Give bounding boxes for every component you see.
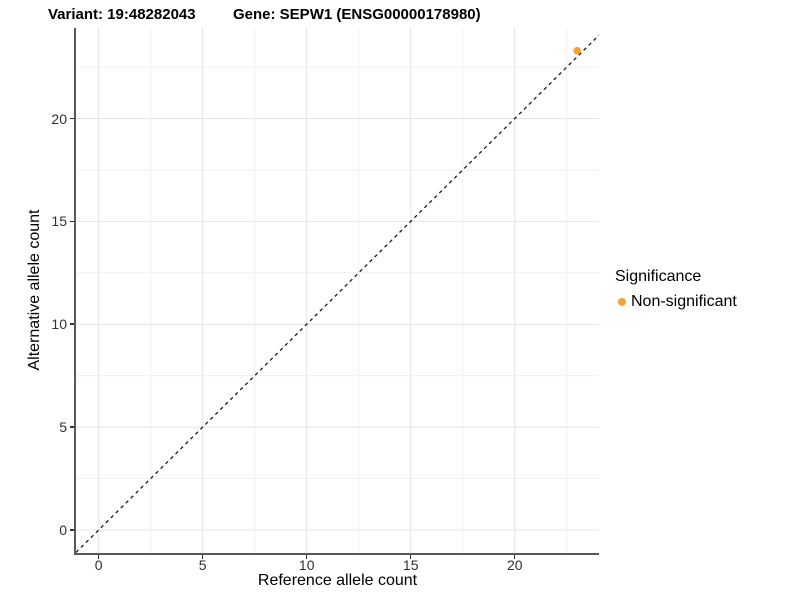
identity-line [76, 34, 599, 553]
x-axis-tick [305, 555, 308, 559]
legend-point-icon [617, 298, 626, 306]
legend-entry-non-significant: Non-significant [615, 293, 737, 311]
y-axis-tick [70, 117, 74, 120]
x-axis-tick [201, 555, 204, 559]
data-point [573, 46, 581, 55]
legend-title: Significance [615, 268, 702, 285]
x-axis-tick-label: 20 [506, 557, 523, 573]
y-axis-tick [70, 426, 74, 428]
legend-entry-label: Non-significant [631, 293, 737, 310]
x-axis-tick-label: 5 [198, 557, 207, 573]
y-axis-line [74, 28, 76, 555]
y-axis-title: Alternative allele count [26, 209, 43, 371]
legend-key [615, 296, 628, 309]
x-axis-title: Reference allele count [257, 572, 418, 589]
y-axis-tick-label: 20 [51, 110, 67, 127]
y-axis-tick-label: 0 [59, 521, 67, 538]
y-axis-tick-label: 5 [59, 419, 67, 436]
x-axis-tick-label: 0 [94, 557, 103, 573]
plot-title-variant: Variant: 19:48282043 [48, 6, 196, 23]
x-axis-tick-label: 15 [402, 557, 419, 573]
x-axis-line [74, 553, 599, 555]
plot-panel [76, 28, 599, 553]
y-axis-tick-label: 10 [51, 316, 67, 333]
y-axis-tick [70, 220, 74, 223]
y-axis-tick-label: 15 [51, 213, 67, 230]
plot-title-gene: Gene: SEPW1 (ENSG00000178980) [233, 6, 481, 23]
x-axis-tick [97, 555, 100, 559]
x-axis-tick-label: 10 [298, 557, 315, 573]
x-axis-tick [513, 555, 516, 559]
y-axis-tick [70, 529, 74, 531]
legend: Significance Non-significant [615, 268, 737, 311]
x-axis-tick [409, 555, 412, 559]
y-axis-tick [70, 323, 74, 325]
